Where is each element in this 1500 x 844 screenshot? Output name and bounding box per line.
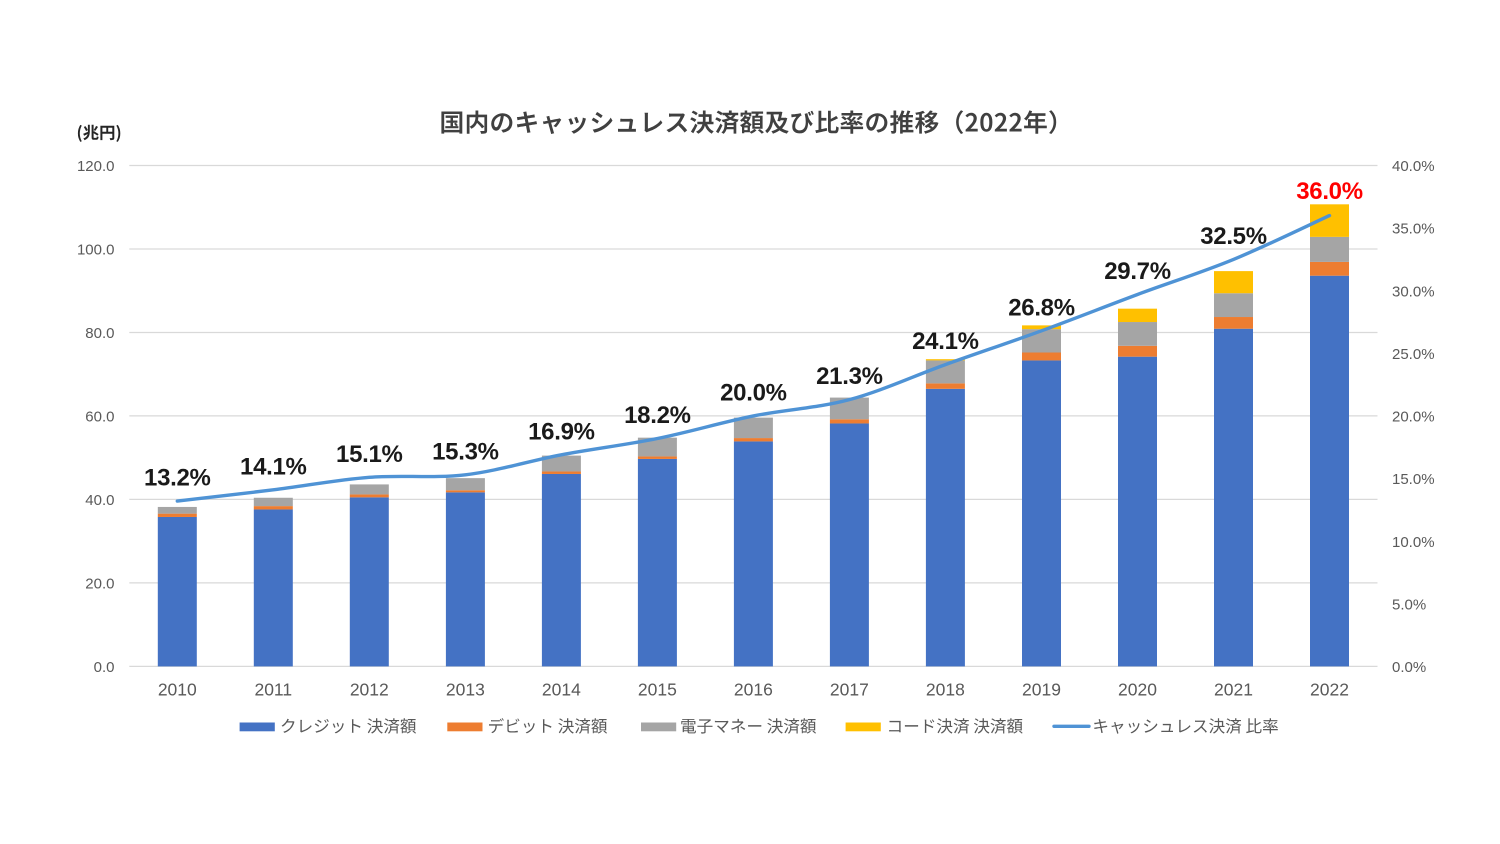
svg-text:2022: 2022 bbox=[1310, 680, 1349, 700]
svg-text:30.0%: 30.0% bbox=[1392, 283, 1435, 300]
svg-text:120.0: 120.0 bbox=[77, 158, 115, 175]
svg-text:2019: 2019 bbox=[1022, 680, 1061, 700]
svg-text:29.7%: 29.7% bbox=[1104, 258, 1171, 285]
svg-text:5.0%: 5.0% bbox=[1392, 596, 1426, 613]
svg-text:20.0%: 20.0% bbox=[1392, 409, 1435, 426]
svg-text:2011: 2011 bbox=[254, 680, 292, 700]
svg-text:2020: 2020 bbox=[1118, 680, 1157, 700]
svg-text:36.0%: 36.0% bbox=[1296, 178, 1363, 205]
svg-text:2013: 2013 bbox=[446, 680, 485, 700]
svg-text:100.0: 100.0 bbox=[77, 242, 115, 259]
svg-text:32.5%: 32.5% bbox=[1200, 223, 1267, 250]
svg-text:10.0%: 10.0% bbox=[1392, 534, 1435, 551]
svg-text:26.8%: 26.8% bbox=[1008, 294, 1075, 321]
svg-text:0.0: 0.0 bbox=[94, 659, 115, 676]
svg-text:18.2%: 18.2% bbox=[624, 402, 691, 429]
svg-text:2017: 2017 bbox=[830, 680, 869, 700]
svg-text:0.0%: 0.0% bbox=[1392, 659, 1426, 676]
svg-text:2018: 2018 bbox=[926, 680, 965, 700]
svg-text:13.2%: 13.2% bbox=[144, 465, 211, 492]
svg-text:20.0%: 20.0% bbox=[720, 379, 787, 406]
svg-text:15.1%: 15.1% bbox=[336, 441, 403, 468]
svg-text:2015: 2015 bbox=[638, 680, 677, 700]
svg-text:2016: 2016 bbox=[734, 680, 773, 700]
svg-text:15.3%: 15.3% bbox=[432, 438, 499, 465]
svg-text:16.9%: 16.9% bbox=[528, 418, 595, 445]
svg-text:2012: 2012 bbox=[350, 680, 389, 700]
svg-text:2014: 2014 bbox=[542, 680, 581, 700]
svg-text:80.0: 80.0 bbox=[85, 325, 114, 342]
svg-text:40.0%: 40.0% bbox=[1392, 158, 1435, 175]
svg-text:21.3%: 21.3% bbox=[816, 363, 883, 390]
svg-text:2021: 2021 bbox=[1214, 680, 1253, 700]
svg-text:14.1%: 14.1% bbox=[240, 453, 307, 480]
svg-text:60.0: 60.0 bbox=[85, 409, 114, 426]
svg-text:20.0: 20.0 bbox=[85, 576, 114, 593]
svg-text:2010: 2010 bbox=[158, 680, 197, 700]
svg-text:15.0%: 15.0% bbox=[1392, 471, 1435, 488]
svg-text:40.0: 40.0 bbox=[85, 492, 114, 509]
svg-text:25.0%: 25.0% bbox=[1392, 346, 1435, 363]
svg-text:24.1%: 24.1% bbox=[912, 328, 979, 355]
svg-text:35.0%: 35.0% bbox=[1392, 221, 1435, 238]
